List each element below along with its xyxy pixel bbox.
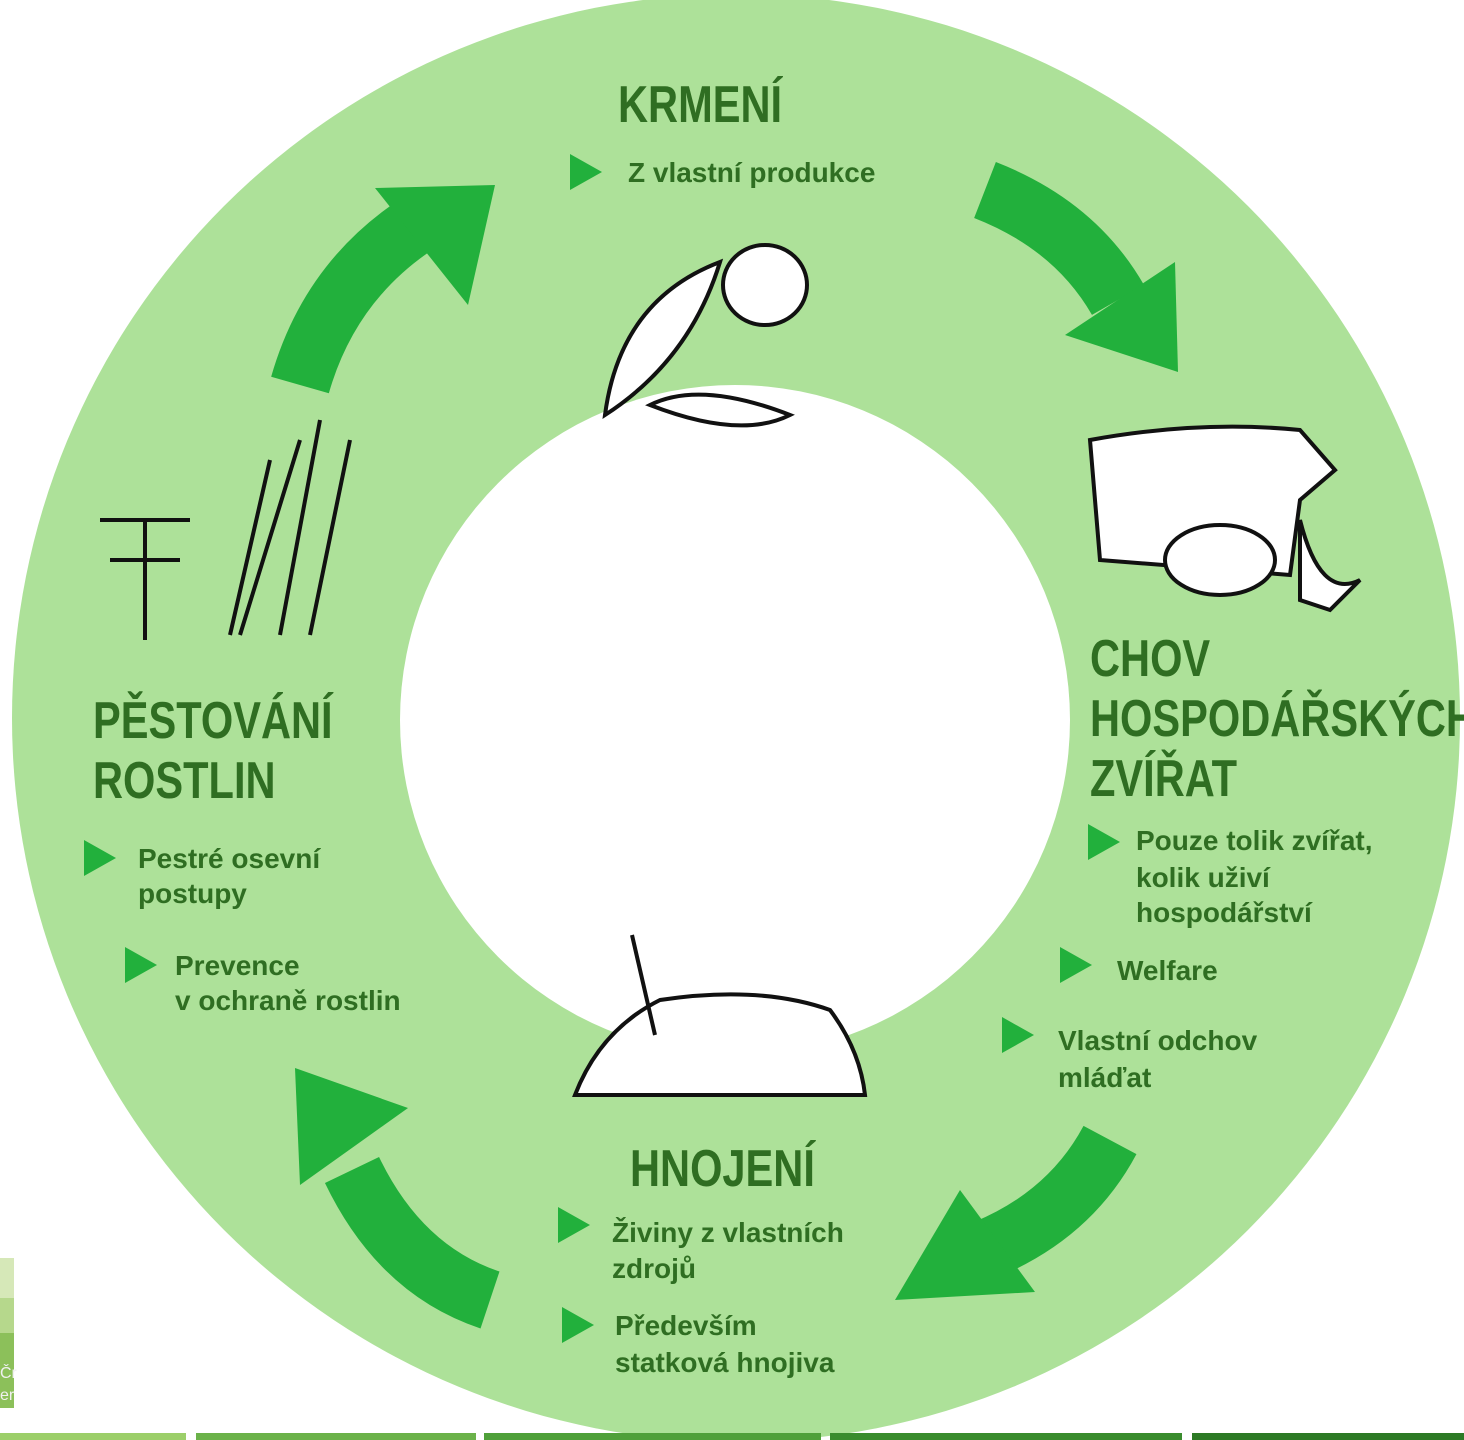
bar [196, 1433, 476, 1440]
section-title: HNOJENÍ [630, 1139, 817, 1198]
corner-block [0, 1298, 14, 1333]
section-title: CHOV [1090, 629, 1211, 688]
section-title: ROSTLIN [93, 751, 276, 810]
bullet-text: zdrojů [612, 1253, 696, 1284]
bullet-text: statková hnojiva [615, 1347, 835, 1378]
cycle-diagram: KRMENÍ Z vlastní produkce CHOVHOSPODÁŘSKÝC… [0, 0, 1464, 1440]
cropped-text: er [0, 1387, 15, 1404]
corner-block [0, 1258, 14, 1298]
bullet-text: kolik uživí [1136, 862, 1271, 893]
section-title: PĚSTOVÁNÍ [93, 691, 334, 750]
bullet-text: Welfare [1117, 955, 1218, 986]
bullet-text: postupy [138, 878, 247, 909]
bullet-text: Prevence [175, 950, 300, 981]
section-title: HOSPODÁŘSKÝCH [1090, 689, 1464, 748]
cropped-text: Čr [0, 1363, 18, 1382]
inner-circle [400, 385, 1070, 1055]
bullet-text: Především [615, 1310, 757, 1341]
bar [0, 1433, 186, 1440]
bullet-text: Pestré osevní [138, 843, 321, 874]
section-title: KRMENÍ [618, 75, 784, 134]
bar [484, 1433, 821, 1440]
bullet-text: mláďat [1058, 1062, 1151, 1093]
beet [723, 245, 807, 325]
bullet-text: Z vlastní produkce [628, 157, 875, 188]
bullet-text: Vlastní odchov [1058, 1025, 1258, 1056]
bar [830, 1433, 1182, 1440]
bullet-text: hospodářství [1136, 897, 1313, 928]
bullet-text: Pouze tolik zvířat, [1136, 825, 1373, 856]
section-title: ZVÍŘAT [1090, 749, 1237, 808]
bar [1192, 1433, 1464, 1440]
bullet-text: v ochraně rostlin [175, 985, 401, 1016]
pig [1165, 525, 1275, 595]
bullet-text: Živiny z vlastních [612, 1217, 844, 1248]
